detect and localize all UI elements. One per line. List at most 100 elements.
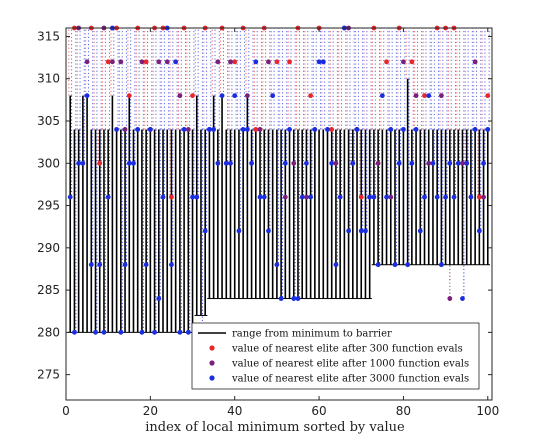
elite-point bbox=[308, 93, 314, 99]
x-tick-label: 40 bbox=[227, 404, 242, 418]
elite-point bbox=[97, 262, 103, 268]
elite-point bbox=[143, 262, 149, 268]
elite-point bbox=[282, 160, 288, 166]
elite-point bbox=[156, 296, 162, 301]
elite-point bbox=[308, 194, 314, 200]
elite-point bbox=[173, 59, 179, 65]
elite-point bbox=[468, 194, 474, 200]
elite-point bbox=[156, 59, 162, 65]
elite-point bbox=[118, 59, 124, 65]
elite-point bbox=[295, 296, 301, 301]
elite-point bbox=[434, 194, 440, 200]
elite-point bbox=[190, 93, 195, 99]
y-tick-label: 285 bbox=[37, 283, 60, 297]
legend-entry-label: value of nearest elite after 3000 functi… bbox=[231, 374, 469, 385]
elite-point bbox=[169, 194, 174, 200]
elite-point bbox=[249, 160, 254, 166]
elite-point bbox=[253, 59, 259, 65]
legend-entry-label: value of nearest elite after 1000 functi… bbox=[231, 359, 469, 370]
elite-point bbox=[392, 262, 398, 268]
elite-point bbox=[76, 160, 82, 166]
elite-point bbox=[122, 127, 128, 132]
x-tick-label: 80 bbox=[396, 404, 411, 418]
legend-box bbox=[191, 322, 480, 390]
elite-point bbox=[447, 160, 453, 166]
elite-point bbox=[329, 127, 335, 132]
elite-point bbox=[152, 329, 157, 335]
elite-point bbox=[413, 93, 419, 99]
elite-point bbox=[316, 59, 322, 65]
elite-point bbox=[228, 59, 233, 65]
elite-point bbox=[472, 59, 478, 65]
elite-point bbox=[350, 160, 356, 166]
elite-point bbox=[443, 194, 449, 200]
elite-point bbox=[270, 93, 276, 99]
elite-point bbox=[363, 228, 368, 234]
elite-point bbox=[455, 160, 461, 166]
elite-point bbox=[481, 160, 486, 166]
elite-point bbox=[244, 93, 250, 99]
elite-point bbox=[460, 160, 465, 166]
elite-point bbox=[472, 127, 478, 132]
elite-point bbox=[413, 127, 419, 132]
elite-point bbox=[185, 127, 191, 132]
legend-entry-label: range from minimum to barrier bbox=[232, 329, 392, 340]
elite-point bbox=[84, 59, 90, 65]
x-tick-label: 100 bbox=[476, 404, 499, 418]
elite-point bbox=[384, 194, 389, 200]
y-tick-label: 310 bbox=[37, 72, 60, 86]
elite-point bbox=[375, 262, 381, 268]
elite-point bbox=[358, 194, 364, 200]
elite-point bbox=[476, 194, 482, 200]
elite-point bbox=[476, 228, 482, 234]
y-tick-label: 305 bbox=[37, 114, 60, 128]
elite-point bbox=[409, 160, 415, 166]
elite-point bbox=[114, 127, 120, 132]
elite-point bbox=[274, 59, 280, 65]
elite-point bbox=[147, 127, 153, 132]
elite-point bbox=[236, 228, 242, 234]
elite-point bbox=[219, 93, 225, 99]
axes-frame bbox=[65, 27, 493, 401]
elite-point bbox=[228, 160, 233, 166]
elite-point bbox=[84, 93, 90, 99]
elite-point bbox=[396, 160, 402, 166]
elite-point bbox=[232, 93, 238, 99]
elite-point bbox=[375, 160, 381, 166]
elite-point bbox=[177, 329, 183, 335]
elite-point bbox=[405, 262, 411, 268]
elite-point bbox=[266, 228, 271, 234]
y-tick-label: 275 bbox=[37, 368, 60, 382]
elite-point bbox=[105, 59, 111, 65]
elite-point bbox=[422, 194, 427, 200]
x-tick-label: 20 bbox=[143, 404, 158, 418]
elite-point bbox=[278, 296, 284, 301]
elite-point bbox=[232, 59, 238, 65]
elite-point bbox=[207, 127, 212, 132]
elite-point bbox=[257, 194, 263, 200]
elite-point bbox=[211, 127, 217, 132]
legend: range from minimum to barrier value of ne… bbox=[191, 322, 480, 390]
elite-point bbox=[181, 127, 187, 132]
legend-marker-swatch bbox=[209, 360, 215, 366]
elite-point bbox=[401, 59, 406, 65]
elite-point bbox=[190, 194, 195, 200]
elite-point bbox=[371, 194, 377, 200]
elite-point bbox=[135, 127, 141, 132]
elite-point bbox=[131, 160, 136, 166]
elite-point bbox=[257, 127, 263, 132]
elite-point bbox=[164, 59, 170, 65]
elite-point bbox=[401, 127, 406, 132]
elite-point bbox=[274, 262, 280, 268]
elite-point bbox=[354, 127, 360, 132]
elite-point bbox=[109, 59, 115, 65]
plot-area bbox=[66, 25, 492, 400]
elite-point bbox=[438, 262, 444, 268]
elite-point bbox=[304, 194, 309, 200]
elite-point bbox=[299, 194, 305, 200]
elite-point bbox=[287, 59, 292, 65]
elite-point bbox=[337, 194, 343, 200]
elite-point bbox=[139, 329, 145, 335]
elite-point bbox=[485, 93, 491, 99]
